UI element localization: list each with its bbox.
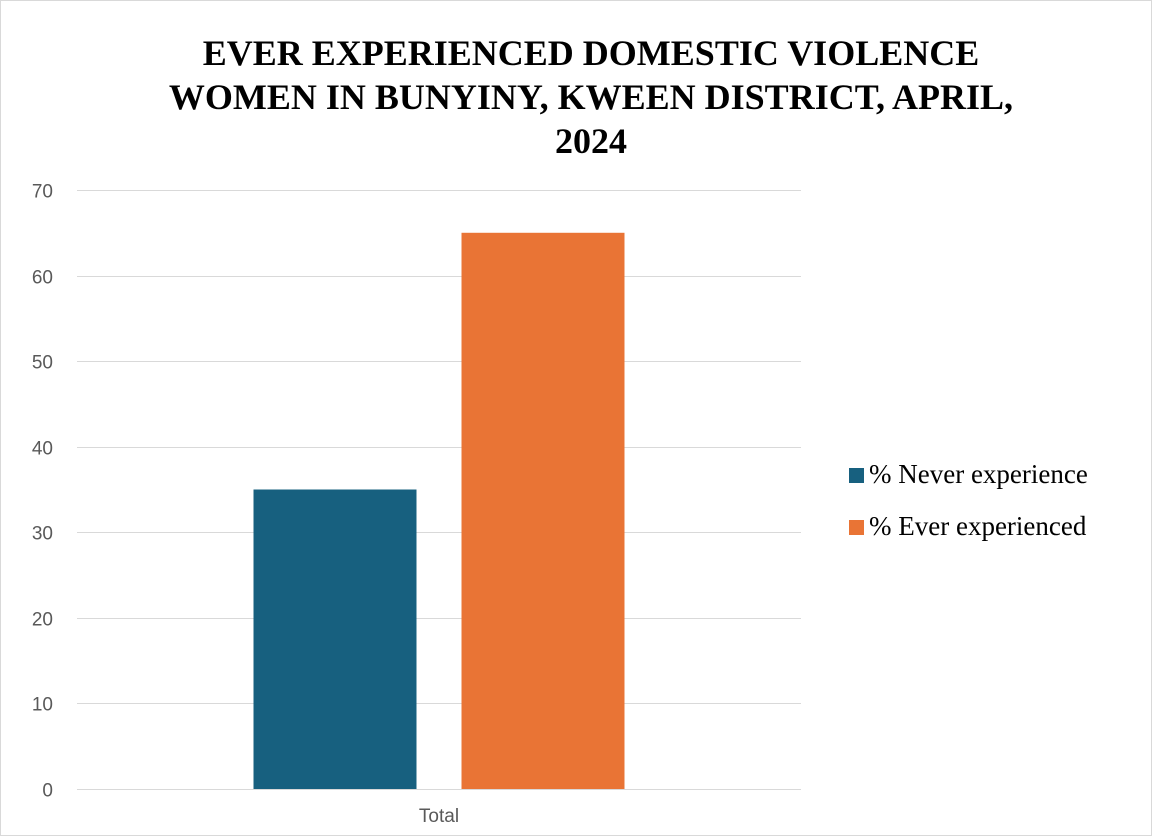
y-tick-label-70: 70 — [32, 182, 53, 203]
y-tick-label-20: 20 — [32, 610, 53, 631]
x-axis-tick-labels: Total — [419, 806, 459, 827]
y-tick-label-60: 60 — [32, 268, 53, 289]
legend-swatch-0 — [849, 468, 864, 483]
bar-ever-experienced — [461, 232, 625, 790]
y-tick-label-40: 40 — [32, 439, 53, 460]
legend-label-1: % Ever experienced — [869, 511, 1087, 541]
legend: % Never experience % Ever experienced — [849, 459, 1088, 541]
y-tick-label-0: 0 — [42, 781, 53, 802]
x-tick-label-total: Total — [419, 806, 459, 827]
gridlines — [77, 190, 801, 790]
y-axis-tick-labels: 0 10 20 30 40 50 60 70 — [32, 182, 53, 802]
y-tick-label-10: 10 — [32, 695, 53, 716]
bar-never-experience — [253, 489, 417, 789]
legend-swatch-1 — [849, 520, 864, 535]
y-tick-label-50: 50 — [32, 353, 53, 374]
chart-title-line-3: 2024 — [555, 121, 627, 161]
chart-title-line-1: EVER EXPERIENCED DOMESTIC VIOLENCE — [202, 33, 980, 73]
bars — [253, 232, 625, 790]
y-tick-label-30: 30 — [32, 524, 53, 545]
chart-title-line-2: WOMEN IN BUNYINY, KWEEN DISTRICT, APRIL, — [168, 77, 1014, 117]
chart-title: EVER EXPERIENCED DOMESTIC VIOLENCE WOMEN… — [1, 31, 1154, 163]
legend-label-0: % Never experience — [869, 459, 1088, 489]
